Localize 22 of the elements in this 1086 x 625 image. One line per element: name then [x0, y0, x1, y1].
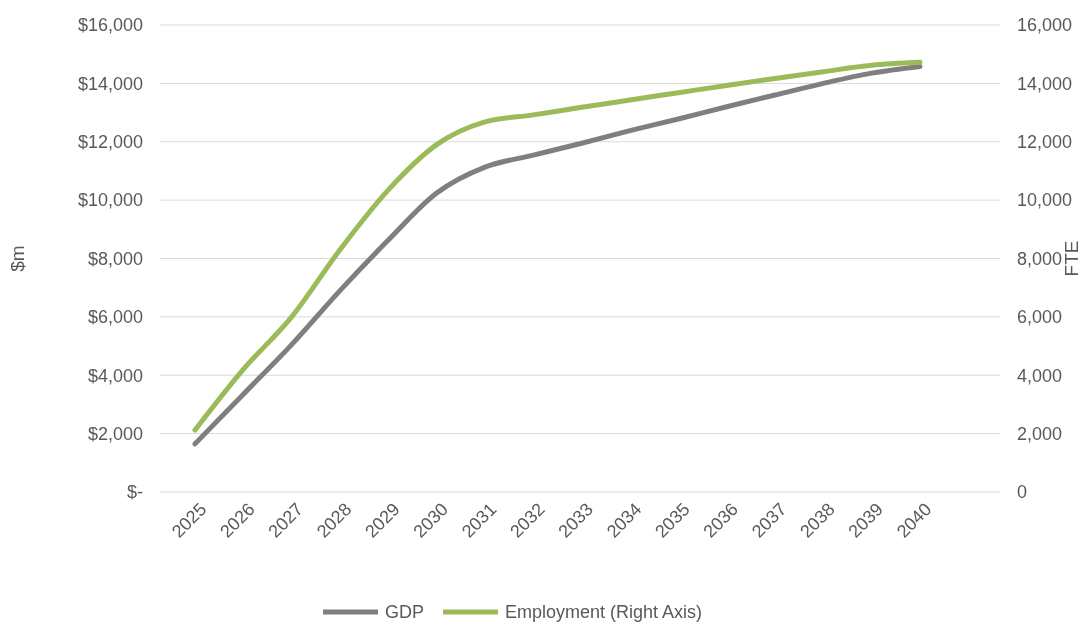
y-tick-label: $4,000 [87, 365, 143, 386]
y-tick-label: $14,000 [77, 73, 143, 94]
y2-tick-label: 6,000 [1017, 307, 1063, 328]
legend-label: GDP [385, 602, 425, 623]
y-tick-label: $8,000 [87, 248, 143, 269]
y-tick-label: $2,000 [87, 423, 143, 444]
y2-tick-label: 16,000 [1017, 15, 1073, 36]
y-tick-label: $16,000 [77, 15, 143, 36]
y2-tick-label: 14,000 [1017, 73, 1073, 94]
y2-tick-label: 0 [1017, 482, 1028, 503]
y2-tick-label: 12,000 [1017, 132, 1073, 153]
y-tick-label: $6,000 [87, 307, 143, 328]
y2-axis-title: FTE [1061, 240, 1082, 277]
y-tick-label: $- [126, 482, 143, 503]
y-tick-label: $12,000 [77, 132, 143, 153]
y2-tick-label: 8,000 [1017, 248, 1063, 269]
y2-tick-label: 10,000 [1017, 190, 1073, 211]
y2-tick-label: 4,000 [1017, 365, 1063, 386]
y2-tick-label: 2,000 [1017, 423, 1063, 444]
legend-label: Employment (Right Axis) [505, 602, 703, 623]
y-axis-title: $m [7, 245, 28, 272]
y-tick-label: $10,000 [77, 190, 143, 211]
